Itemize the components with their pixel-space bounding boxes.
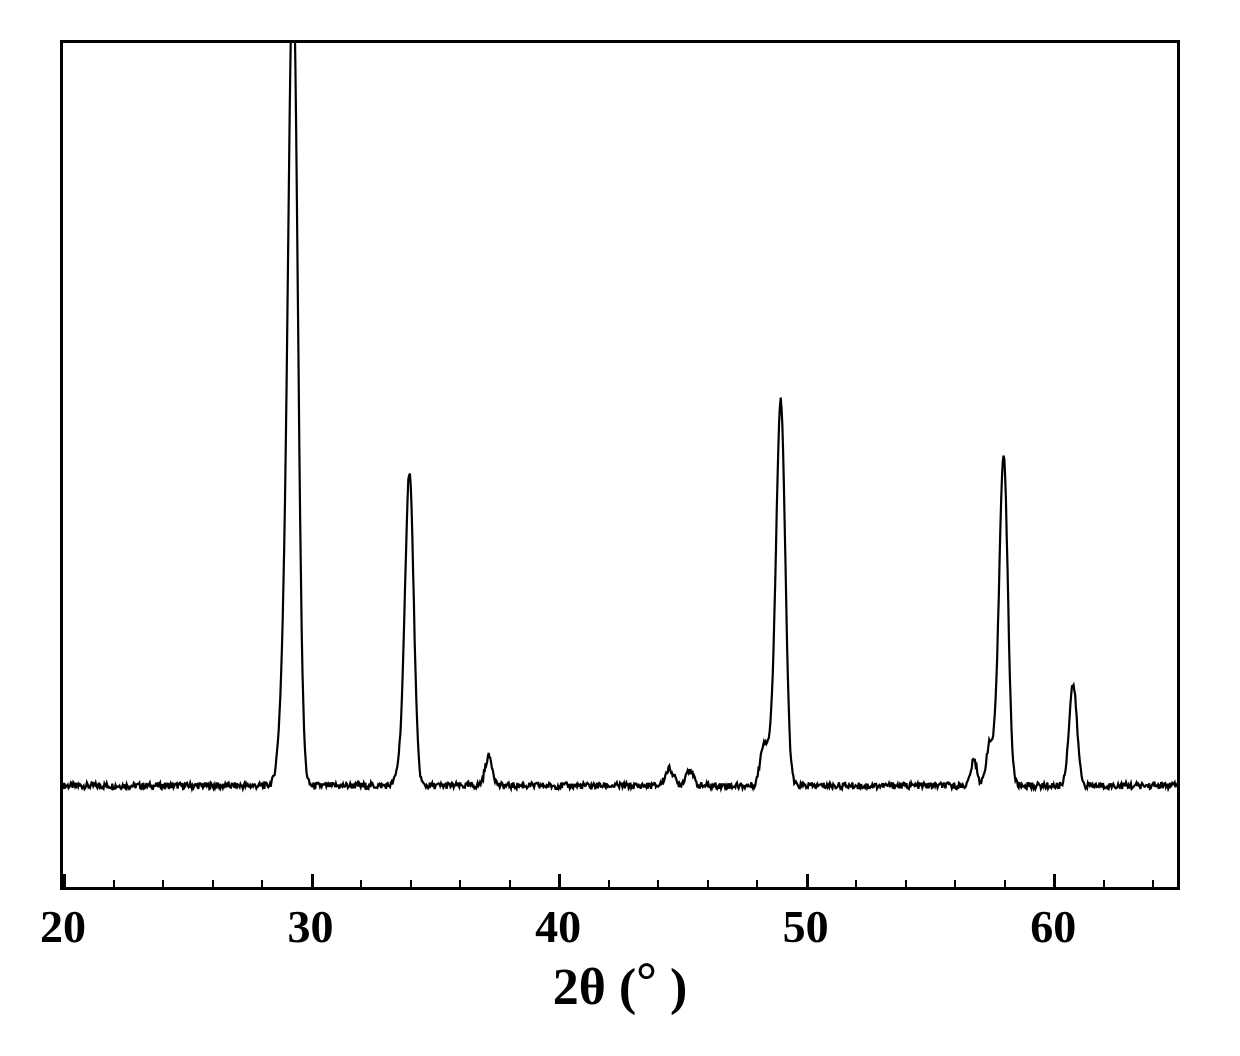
x-tick-label: 60: [1030, 900, 1076, 953]
x-tick-minor: [657, 880, 659, 889]
x-tick-minor: [162, 880, 164, 889]
x-tick-minor: [954, 880, 956, 889]
xrd-line-path: [63, 43, 1177, 887]
x-tick-label: 40: [535, 900, 581, 953]
x-tick-label: 20: [40, 900, 86, 953]
x-tick-minor: [459, 880, 461, 889]
xrd-chart: 20 30 40 50 60 2θ (° ): [40, 30, 1200, 1020]
x-tick-minor: [756, 880, 758, 889]
x-tick-minor: [1152, 880, 1154, 889]
x-tick-minor: [410, 880, 412, 889]
x-tick-minor: [113, 880, 115, 889]
x-tick-minor: [212, 880, 214, 889]
x-tick-minor: [905, 880, 907, 889]
x-tick-minor: [261, 880, 263, 889]
x-tick-minor: [1103, 880, 1105, 889]
axis-label-2: 2: [553, 959, 579, 1016]
x-tick-minor: [360, 880, 362, 889]
x-tick-major: [63, 874, 66, 890]
x-tick-minor: [509, 880, 511, 889]
axis-label-open: (: [606, 959, 636, 1016]
x-tick-major: [558, 874, 561, 890]
x-tick-minor: [855, 880, 857, 889]
x-tick-major: [806, 874, 809, 890]
x-tick-minor: [707, 880, 709, 889]
axis-label-deg: °: [636, 953, 657, 1010]
x-tick-label: 30: [288, 900, 334, 953]
plot-area: [60, 40, 1180, 890]
x-tick-label: 50: [783, 900, 829, 953]
x-tick-major: [311, 874, 314, 890]
axis-label-close: ): [657, 959, 687, 1016]
axis-label-theta: θ: [579, 959, 606, 1016]
x-tick-major: [1053, 874, 1056, 890]
x-tick-minor: [1004, 880, 1006, 889]
x-tick-minor: [608, 880, 610, 889]
x-axis-label: 2θ (° ): [553, 958, 688, 1017]
